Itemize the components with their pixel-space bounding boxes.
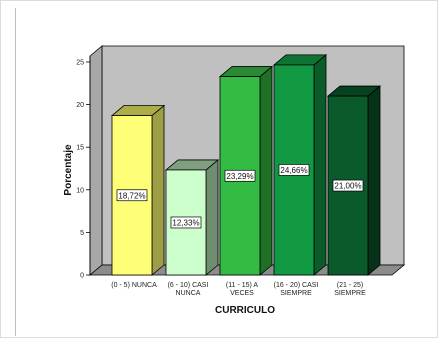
data-label: 12,33% xyxy=(172,218,199,227)
y-tick-label: 5 xyxy=(80,230,84,237)
x-tick-label: (0 - 5) NUNCA xyxy=(111,282,157,289)
data-label-box xyxy=(278,164,310,176)
bar: 23,29% xyxy=(218,65,274,276)
bar: 12,33% xyxy=(164,159,220,276)
y-tick-label: 25 xyxy=(76,60,84,67)
data-label: 18,72% xyxy=(118,191,145,200)
x-tick-label: (16 - 20) CASI xyxy=(274,282,319,289)
y-tick-label: 20 xyxy=(76,102,84,109)
x-tick-label: SIEMPRE xyxy=(334,290,366,297)
data-label-box xyxy=(224,169,256,182)
x-tick-label: (6 - 10) CASI xyxy=(168,282,209,289)
y-tick-label: 15 xyxy=(76,145,84,152)
x-tick-label: (21 - 25) xyxy=(337,282,363,289)
x-tick-label: NUNCA xyxy=(176,290,201,297)
y-tick-label: 0 xyxy=(80,273,84,280)
x-tick-label: VECES xyxy=(230,290,254,297)
bar-side xyxy=(367,85,381,276)
bar: 24,66% xyxy=(272,54,328,276)
y-axis-title: Porcentaje xyxy=(63,144,74,196)
data-label: 24,66% xyxy=(280,166,307,175)
data-label-box xyxy=(116,189,148,202)
x-tick-label: (11 - 15) A xyxy=(226,282,258,289)
data-label-box xyxy=(170,216,202,229)
bar: 18,72% xyxy=(110,104,166,276)
data-label-box xyxy=(332,179,364,192)
chart-side-wall xyxy=(89,45,103,276)
data-label: 21,00% xyxy=(334,182,361,191)
bar-side xyxy=(259,65,273,276)
bar: 21,00% xyxy=(326,85,382,276)
frame-rule xyxy=(15,8,16,336)
data-label: 23,29% xyxy=(226,172,253,181)
x-tick-label: SIEMPRE xyxy=(280,290,312,297)
x-axis-title: CURRICULO xyxy=(215,305,275,316)
bar-side xyxy=(313,54,327,276)
bar-side xyxy=(205,159,219,276)
y-tick-label: 10 xyxy=(76,187,84,194)
bar-side xyxy=(151,104,165,276)
